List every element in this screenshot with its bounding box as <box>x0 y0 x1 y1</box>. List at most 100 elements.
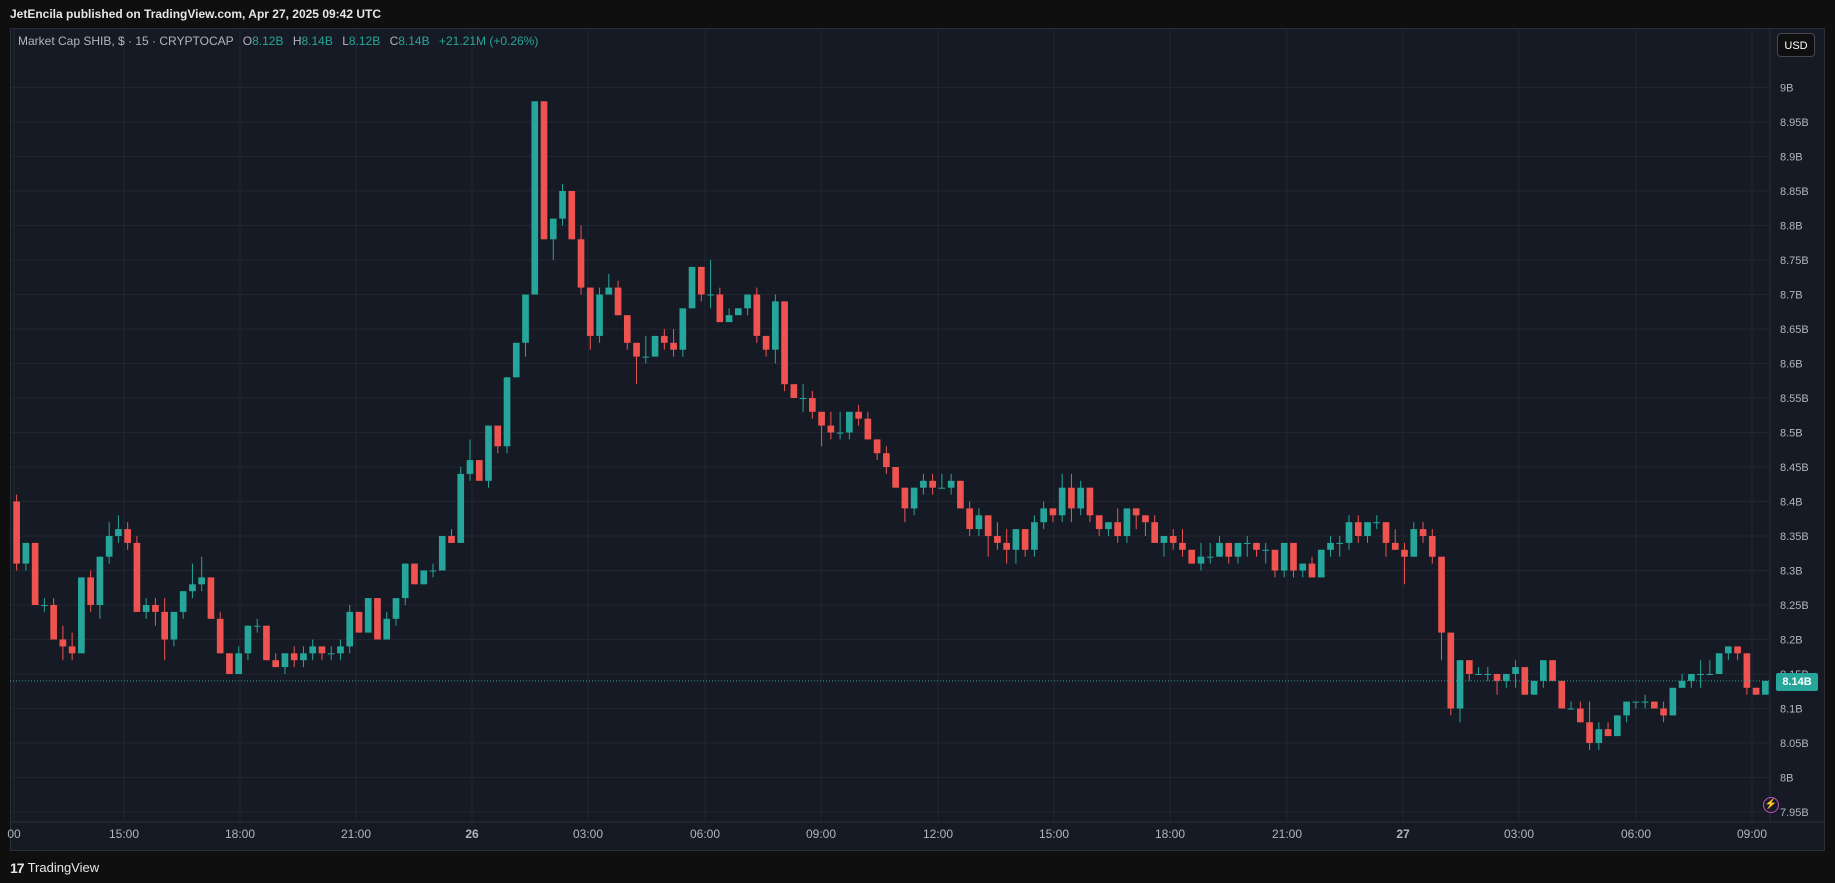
candle-body <box>1132 508 1140 516</box>
candle-body <box>1502 674 1510 681</box>
change-value: +21.21M (+0.26%) <box>438 34 539 48</box>
candle-body <box>226 653 233 674</box>
candle-body <box>115 529 122 536</box>
last-price-label: 8.14B <box>1776 673 1818 691</box>
x-tick-label: 09:00 <box>806 827 836 841</box>
candle-body <box>1206 556 1214 558</box>
candle-body <box>753 294 761 336</box>
candle-body <box>772 301 779 350</box>
candle-body <box>22 542 30 564</box>
x-tick-label: 03:00 <box>573 827 603 841</box>
candle-body <box>1123 508 1131 536</box>
y-tick-label: 8.35B <box>1780 531 1809 543</box>
candle-body <box>1567 708 1575 710</box>
candle-body <box>485 425 492 481</box>
candle-body <box>549 218 557 240</box>
y-tick-label: 8.65B <box>1780 324 1809 336</box>
y-tick-label: 8.7B <box>1780 290 1803 302</box>
candle-body <box>901 487 909 509</box>
candle-body <box>1734 646 1741 654</box>
candle-body <box>475 460 483 481</box>
low-label: L <box>342 34 349 48</box>
candle-body <box>512 342 520 378</box>
candle-body <box>1373 522 1381 524</box>
candle-body <box>272 660 280 668</box>
candle-body <box>1308 563 1316 578</box>
high-label: H <box>292 34 302 48</box>
candle-body <box>420 570 428 585</box>
candle-body <box>818 411 825 426</box>
candle-body <box>781 301 788 385</box>
symbol-name[interactable]: Market Cap SHIB, $ · 15 · CRYPTOCAP <box>18 34 234 48</box>
candle-body <box>984 515 992 536</box>
candle-body <box>1262 549 1270 551</box>
x-tick-label: 06:00 <box>1621 827 1651 841</box>
candle-body <box>50 605 57 640</box>
candle-body <box>1475 674 1482 675</box>
candle-body <box>1169 536 1177 543</box>
candle-body <box>836 432 844 434</box>
candle-body <box>929 480 936 488</box>
candle-body <box>383 618 391 640</box>
candle-body <box>1614 715 1621 737</box>
candle-body <box>1493 674 1501 681</box>
candle-body <box>864 418 872 440</box>
candle-body <box>152 605 159 612</box>
candle-body <box>1706 674 1714 675</box>
lightning-icon[interactable]: ⚡ <box>1763 797 1779 813</box>
candle-body <box>651 335 659 357</box>
x-tick-label: 15:00 <box>1039 827 1069 841</box>
candle-body <box>577 239 585 288</box>
footer-brand[interactable]: TradingView <box>27 860 100 875</box>
candle-body <box>1401 549 1408 557</box>
candle-body <box>327 653 335 655</box>
candle-body <box>1484 674 1492 675</box>
candle-body <box>957 480 964 509</box>
currency-button[interactable]: USD <box>1777 33 1815 57</box>
candle-body <box>697 266 705 295</box>
candle-body <box>1114 522 1122 536</box>
candle-body <box>124 529 131 543</box>
candle-body <box>1438 556 1445 633</box>
candle-body <box>1021 529 1029 550</box>
tradingview-logo-icon[interactable]: 17 <box>10 860 25 876</box>
candle-body <box>1586 722 1593 743</box>
candle-body <box>540 101 548 240</box>
candle-body <box>170 611 178 640</box>
candle-body <box>1317 549 1325 578</box>
published-header: JetEncila published on TradingView.com, … <box>0 0 1835 28</box>
candle-body <box>1077 487 1085 509</box>
y-tick-label: 8.75B <box>1780 255 1809 267</box>
candle-body <box>1752 687 1760 695</box>
candle-body <box>1040 508 1047 523</box>
y-tick-label: 8.05B <box>1780 738 1809 750</box>
candle-body <box>263 625 270 661</box>
candle-body <box>179 591 187 612</box>
candle-body <box>855 411 862 419</box>
x-tick-label: 06:00 <box>690 827 720 841</box>
candle-body <box>59 639 67 647</box>
candle-body <box>1003 542 1010 550</box>
candle-body <box>318 646 326 654</box>
chart-frame[interactable] <box>10 28 1825 851</box>
candle-body <box>142 605 150 612</box>
open-label: O <box>242 34 253 48</box>
candle-body <box>744 294 751 309</box>
candle-body <box>1179 542 1186 550</box>
candle-body <box>1031 522 1038 550</box>
candle-body <box>1345 522 1353 543</box>
candle-body <box>411 563 418 585</box>
candle-body <box>1225 542 1233 557</box>
candle-body <box>1012 529 1020 550</box>
y-tick-label: 8.85B <box>1780 186 1809 198</box>
y-tick-label: 8.8B <box>1780 221 1803 233</box>
candle-body <box>1743 653 1751 688</box>
candle-body <box>189 584 196 592</box>
candle-body <box>688 266 696 309</box>
candle-body <box>994 536 1001 543</box>
candle-body <box>531 101 539 295</box>
candle-body <box>216 618 224 654</box>
candle-body <box>1604 729 1612 737</box>
candle-body <box>716 294 724 323</box>
